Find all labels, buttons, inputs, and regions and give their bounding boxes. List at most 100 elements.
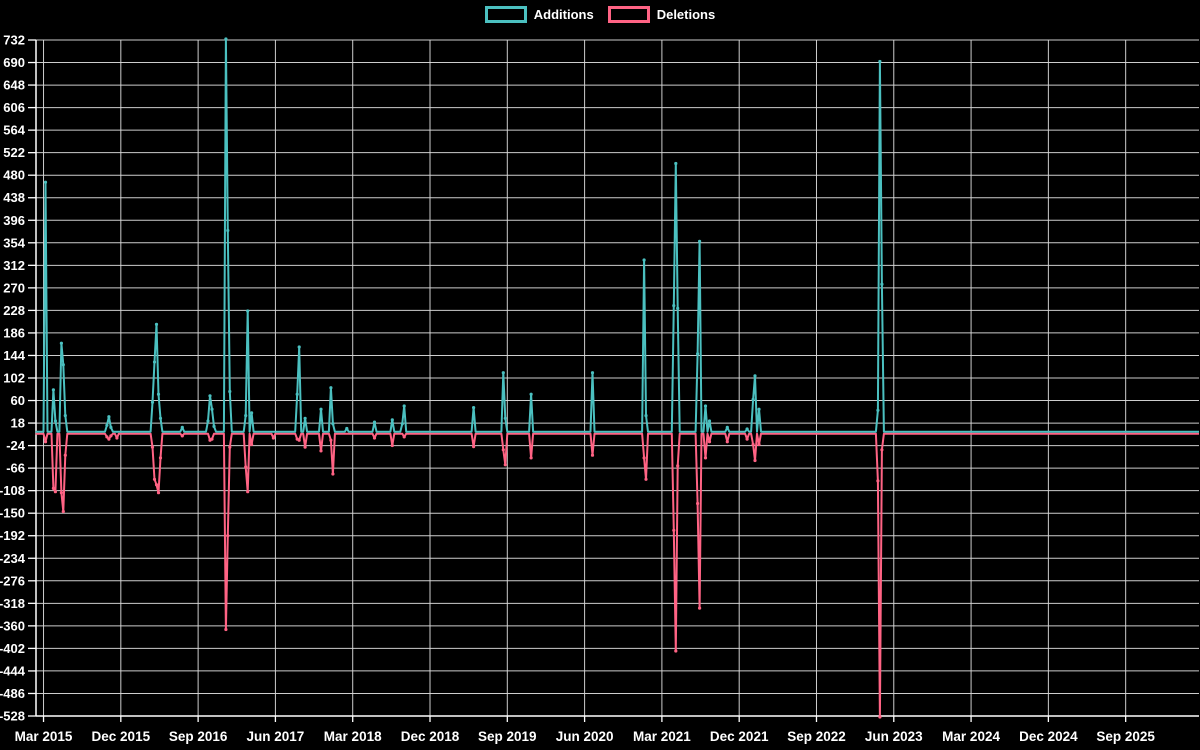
additions-point (390, 418, 394, 422)
deletions-point (250, 442, 254, 447)
deletions-point (297, 438, 301, 442)
additions-point (501, 371, 505, 375)
x-tick-label: Dec 2024 (1019, 729, 1078, 744)
additions-point (676, 306, 680, 310)
legend-item-deletions[interactable]: Deletions (607, 6, 716, 23)
additions-point (224, 37, 228, 41)
y-tick-label: -150 (0, 506, 25, 521)
deletions-point (402, 435, 406, 439)
deletions-point (703, 456, 708, 460)
additions-point (158, 416, 163, 420)
deletions-point (642, 456, 646, 460)
additions-point (212, 424, 216, 428)
additions-point (880, 282, 884, 286)
y-tick-label: 186 (3, 325, 25, 340)
x-tick-label: Mar 2018 (324, 729, 382, 744)
additions-point (206, 419, 210, 423)
deletions-point (672, 528, 676, 532)
additions-point (725, 425, 729, 429)
deletions-point (43, 440, 48, 444)
deletions-line (35, 432, 1199, 718)
additions-point (745, 427, 749, 431)
deletions-point (271, 436, 275, 440)
additions-line (35, 38, 1199, 433)
deletions-point (59, 491, 64, 495)
additions-point (876, 408, 880, 412)
deletions-point (707, 440, 712, 444)
additions-point (529, 392, 533, 396)
additions-point (878, 59, 882, 64)
additions-point (59, 341, 64, 345)
x-tick-label: Dec 2018 (401, 729, 460, 744)
additions-point (696, 352, 700, 356)
deletions-point (63, 453, 67, 457)
deletions-legend-label: Deletions (656, 7, 716, 22)
additions-point (698, 239, 702, 243)
deletions-point (303, 445, 307, 449)
additions-point (210, 407, 214, 411)
deletions-point (751, 442, 755, 447)
deletions-point (329, 438, 333, 442)
deletions-point (105, 435, 109, 439)
deletions-point (246, 490, 250, 494)
deletions-point (753, 458, 757, 463)
deletions-point (51, 486, 56, 490)
deletions-point (61, 509, 65, 514)
deletions-point (150, 445, 155, 449)
y-tick-label: 102 (3, 371, 25, 386)
additions-point (63, 414, 67, 418)
additions-point (703, 404, 708, 408)
additions-point (642, 258, 646, 262)
additions-point (472, 406, 476, 410)
additions-point (180, 425, 184, 429)
y-tick-label: 312 (3, 258, 25, 273)
y-tick-label: 522 (3, 145, 25, 160)
deletions-legend-swatch (607, 6, 650, 23)
y-tick-label: 228 (3, 303, 25, 318)
additions-point (590, 371, 595, 375)
y-tick-label: 354 (3, 235, 25, 250)
additions-point (105, 423, 109, 427)
deletions-point (107, 437, 111, 441)
x-tick-label: Jun 2023 (865, 729, 923, 744)
additions-point (107, 415, 111, 419)
x-tick-label: Sep 2025 (1096, 729, 1155, 744)
x-tick-label: Jun 2020 (556, 729, 614, 744)
x-tick-label: Dec 2021 (710, 729, 769, 744)
deletions-point (501, 448, 505, 452)
deletions-point (224, 627, 228, 632)
y-tick-label: 606 (3, 100, 25, 115)
additions-point (644, 414, 648, 418)
y-tick-label: -444 (0, 663, 26, 678)
additions-point (156, 392, 161, 396)
additions-point (61, 363, 65, 367)
deletions-point (152, 477, 157, 481)
additions-legend-label: Additions (533, 7, 594, 22)
y-tick-label: -108 (0, 483, 25, 498)
y-tick-label: -402 (0, 641, 25, 656)
x-tick-label: Mar 2015 (15, 729, 73, 744)
y-tick-label: 690 (3, 55, 25, 70)
x-tick-label: Sep 2022 (787, 729, 846, 744)
chart-legend: Additions Deletions (0, 6, 1200, 23)
y-tick-label: 18 (11, 416, 25, 431)
y-tick-label: -234 (0, 551, 26, 566)
x-tick-label: Sep 2016 (169, 729, 228, 744)
additions-point (329, 386, 333, 390)
deletions-point (878, 715, 882, 719)
additions-point (295, 392, 299, 396)
deletions-point (228, 445, 232, 449)
additions-point (400, 422, 404, 426)
deletions-point (331, 472, 335, 476)
additions-legend-swatch (484, 6, 527, 23)
legend-item-additions[interactable]: Additions (484, 6, 594, 23)
additions-point (319, 407, 323, 411)
y-tick-label: -486 (0, 686, 25, 701)
deletions-point (115, 436, 119, 440)
deletions-point (745, 437, 749, 441)
deletions-point (319, 449, 323, 453)
x-tick-label: Jun 2017 (247, 729, 305, 744)
deletions-point (644, 477, 648, 481)
deletions-point (210, 437, 214, 441)
